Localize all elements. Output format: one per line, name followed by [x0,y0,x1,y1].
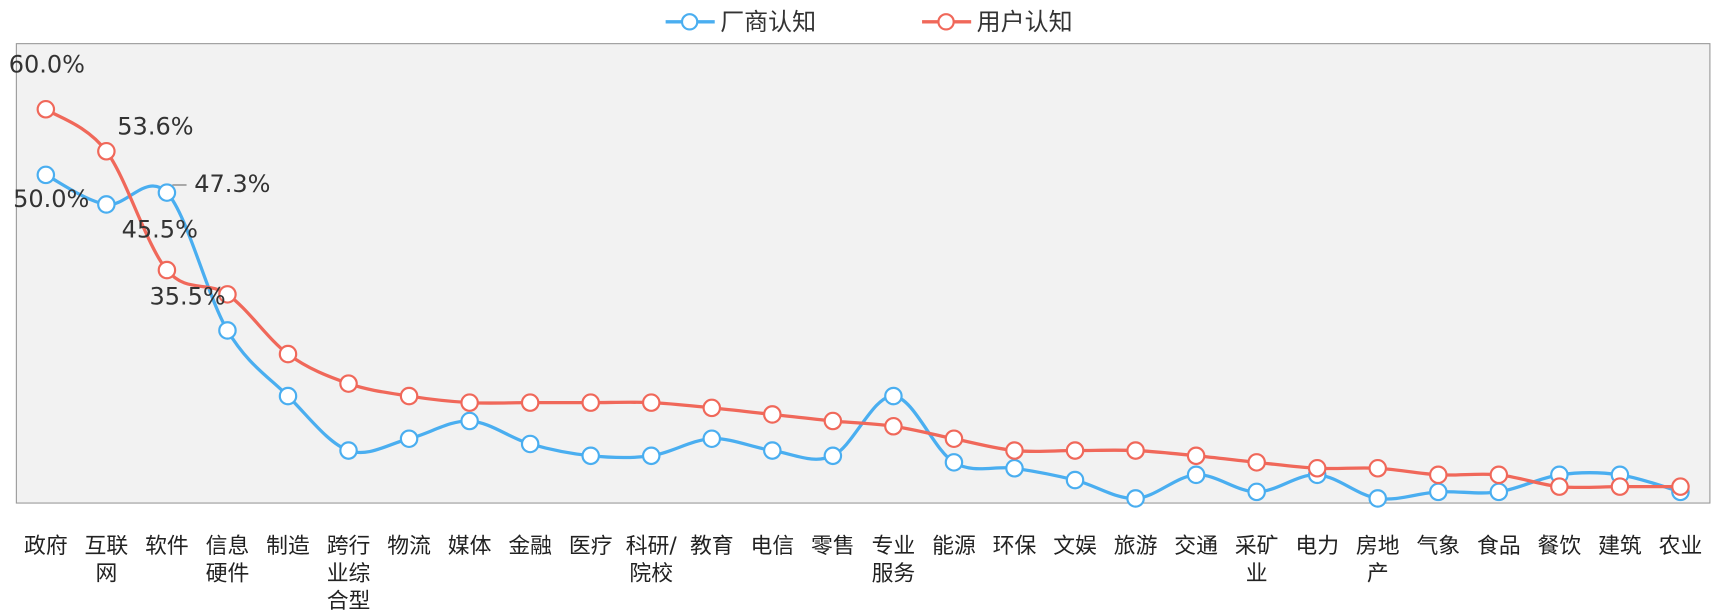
x-tick-label: 跨行 业综 合型 [326,532,371,614]
data-point [581,446,600,466]
legend-marker [680,13,699,31]
data-point [763,405,782,424]
data-point [218,321,237,340]
legend-label: 用户认知 [977,8,1073,36]
data-point [1307,458,1327,478]
data-point [641,446,661,466]
x-tick-label: 互联 网 [84,532,129,586]
data-point [641,393,661,412]
data-point [944,429,964,449]
legend-marker [937,13,955,31]
data-point [399,429,419,449]
data-point [702,398,722,418]
data-point [520,393,540,412]
data-point [1429,482,1448,502]
x-tick-label: 媒体 [447,532,492,559]
data-point [823,411,843,431]
x-tick-label: 旅游 [1113,532,1158,559]
data-point [460,411,479,431]
data-label: 35.5% [149,282,225,310]
data-point [1429,465,1448,485]
x-tick-label: 农业 [1658,532,1703,559]
data-point [1368,458,1388,478]
data-point [1065,470,1085,490]
data-point [339,374,358,393]
x-tick-label: 科研/ 院校 [625,532,677,586]
x-tick-label: 采矿 业 [1234,532,1279,586]
data-point [1671,477,1690,496]
data-point [1005,441,1024,460]
x-tick-label: 医疗 [568,532,613,559]
x-tick-label: 软件 [145,532,189,559]
x-tick-label: 食品 [1476,532,1521,559]
data-point [399,386,419,406]
data-point [218,285,237,304]
data-point [1489,465,1509,485]
data-point [1186,446,1206,466]
data-point [1126,441,1145,460]
x-tick-label: 电信 [750,532,795,559]
x-tick-label: 教育 [689,532,734,559]
data-point [157,260,177,280]
x-tick-label: 制造 [266,532,310,559]
x-tick-label: 房地 产 [1355,532,1400,586]
data-point [1186,465,1206,485]
data-point [1550,477,1569,496]
data-point [823,446,843,466]
x-tick-label: 文娱 [1053,532,1097,559]
data-label: 45.5% [122,216,198,244]
x-tick-label: 能源 [932,532,976,559]
legend-label: 厂商认知 [720,8,816,36]
data-point [278,344,298,364]
x-tick-label: 交通 [1174,532,1218,559]
data-point [1126,489,1145,508]
data-point [36,100,56,119]
data-point [884,416,903,436]
data-point [763,441,782,460]
data-label: 53.6% [117,112,193,140]
x-tick-label: 电力 [1295,532,1340,559]
data-point [1005,458,1024,478]
x-tick-label: 物流 [387,532,431,559]
x-tick-label: 环保 [992,532,1037,559]
data-point [1489,482,1509,502]
data-point [520,434,540,454]
data-point [339,441,358,460]
data-point [581,393,600,412]
x-tick-label: 专业 服务 [871,532,916,586]
data-label: 50.0% [13,185,89,213]
data-point [1610,477,1630,496]
x-tick-label: 建筑 [1598,532,1642,559]
data-point [1247,482,1266,502]
x-tick-label: 气象 [1416,532,1461,559]
data-point [278,386,298,406]
x-tick-label: 零售 [811,532,855,559]
data-point [460,393,479,412]
plot-area [15,43,1711,504]
data-point [1065,441,1085,460]
data-point [97,195,116,214]
x-tick-label: 信息 硬件 [205,532,250,586]
x-tick-label: 政府 [24,532,68,559]
data-label: 60.0% [9,51,85,79]
data-point [157,183,177,202]
x-tick-label: 餐饮 [1537,532,1582,559]
data-point [1247,453,1266,472]
data-point [884,386,903,406]
data-point [97,142,116,161]
data-point [1368,489,1388,508]
x-tick-label: 金融 [508,532,552,559]
data-point [36,165,56,185]
data-label: 47.3% [194,170,270,198]
data-point [944,453,964,472]
data-point [702,429,722,449]
